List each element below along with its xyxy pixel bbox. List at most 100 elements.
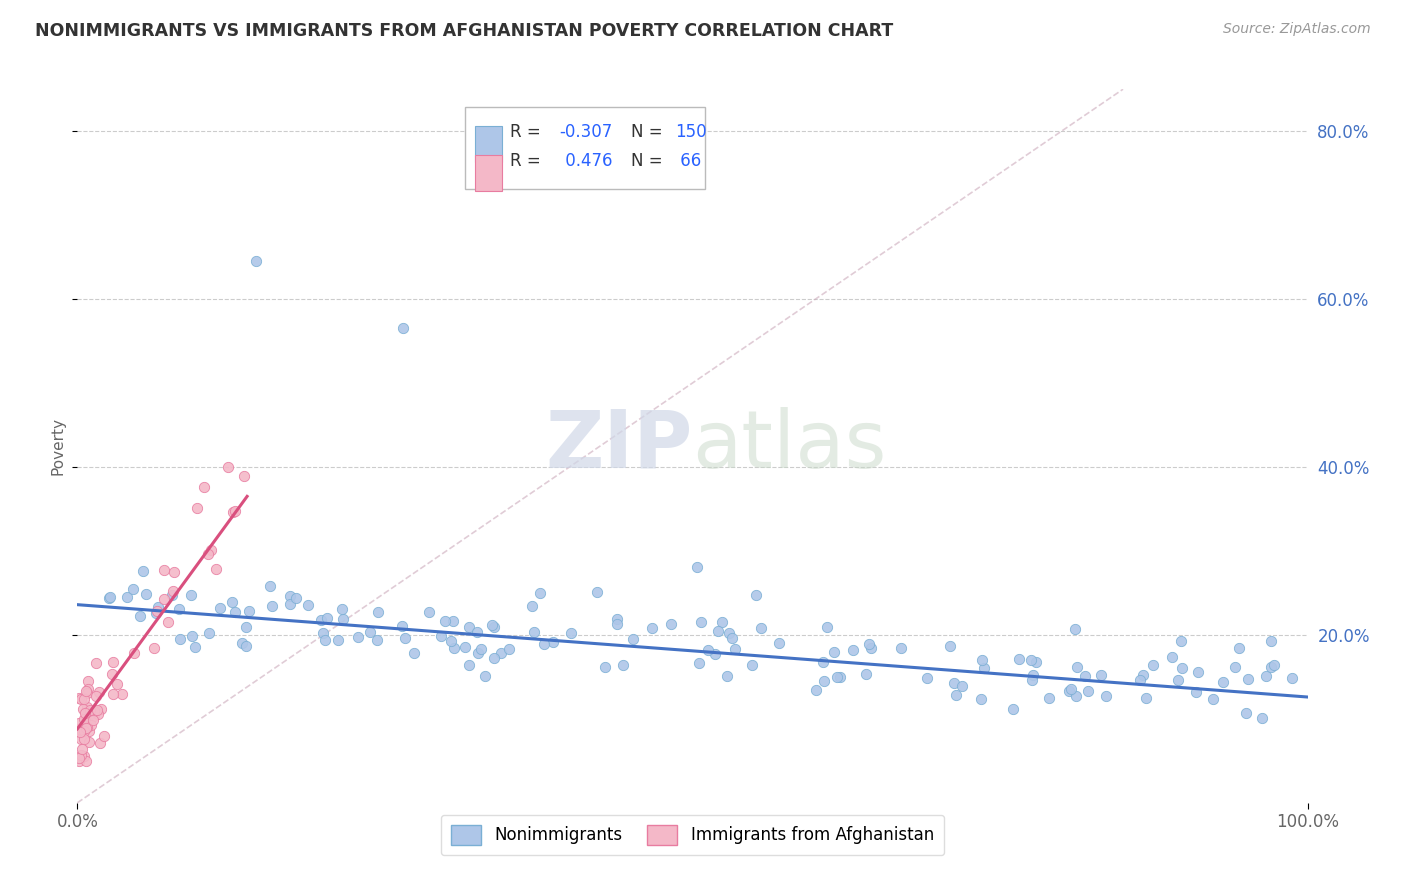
Point (70, 741, 93, 756)
Point (481, 618, 503, 632)
Point (359, 625, 381, 640)
Point (235, 620, 257, 634)
Point (101, 666, 124, 681)
Bar (475, 155, 502, 191)
Point (143, 641, 166, 656)
Point (97, 591, 120, 605)
Point (67, 754, 90, 768)
Point (367, 605, 389, 619)
Point (533, 637, 555, 651)
Point (690, 615, 713, 629)
Point (741, 658, 763, 673)
Point (394, 631, 416, 645)
Point (72, 723, 94, 738)
Point (950, 679, 973, 693)
Text: R =: R = (510, 152, 541, 169)
Point (83, 708, 105, 723)
Point (160, 588, 183, 602)
Point (84, 689, 107, 703)
Point (855, 667, 877, 681)
Point (768, 635, 790, 649)
Point (76, 700, 98, 714)
Point (69, 750, 91, 764)
Point (366, 632, 388, 647)
Text: N =: N = (631, 152, 662, 169)
Point (89, 736, 111, 750)
Point (90, 702, 112, 716)
Point (1234, 706, 1257, 720)
Point (115, 590, 138, 604)
Point (1064, 690, 1087, 704)
Point (75, 709, 97, 723)
Point (392, 321, 415, 335)
Point (87, 706, 110, 721)
Point (815, 620, 838, 634)
Point (745, 588, 768, 602)
Point (945, 688, 967, 702)
Point (1038, 690, 1060, 705)
Point (82, 714, 104, 728)
Point (75, 706, 97, 721)
Point (1074, 669, 1097, 683)
Point (79, 703, 101, 717)
Text: atlas: atlas (693, 407, 887, 485)
Point (1066, 660, 1088, 674)
Point (970, 653, 993, 667)
Legend: Nonimmigrants, Immigrants from Afghanistan: Nonimmigrants, Immigrants from Afghanist… (441, 814, 943, 855)
Point (1256, 668, 1278, 682)
Point (77, 734, 100, 748)
Point (723, 641, 745, 656)
Point (859, 640, 882, 655)
Point (606, 617, 628, 632)
Point (804, 682, 827, 697)
Point (146, 600, 169, 615)
Point (70, 748, 93, 763)
Point (224, 605, 246, 619)
Point (76, 686, 98, 700)
Point (1260, 634, 1282, 648)
Point (93, 729, 115, 743)
Point (1251, 711, 1274, 725)
Point (67, 691, 90, 706)
Text: R =: R = (510, 123, 541, 141)
Point (1212, 675, 1234, 690)
Point (205, 562, 228, 576)
Point (434, 615, 457, 629)
Point (259, 579, 281, 593)
Point (73, 723, 96, 738)
Point (67, 716, 90, 731)
Point (347, 630, 370, 644)
Point (221, 505, 243, 519)
Point (402, 647, 425, 661)
Point (110, 687, 132, 701)
Point (1202, 691, 1225, 706)
Point (132, 564, 155, 578)
Point (163, 565, 186, 579)
Text: Source: ZipAtlas.com: Source: ZipAtlas.com (1223, 22, 1371, 37)
Point (710, 615, 733, 629)
Point (101, 687, 124, 701)
Point (180, 629, 202, 643)
Point (825, 670, 848, 684)
Point (145, 604, 167, 618)
Point (391, 619, 413, 633)
Point (169, 632, 191, 646)
Point (221, 595, 243, 609)
Point (482, 620, 505, 634)
Point (76, 709, 98, 723)
Point (811, 655, 834, 669)
Point (70, 731, 93, 746)
Point (128, 609, 150, 624)
Point (162, 584, 184, 599)
Point (315, 611, 337, 625)
Point (285, 591, 308, 605)
Point (560, 626, 582, 640)
Point (1260, 659, 1282, 673)
Point (197, 626, 219, 640)
Point (529, 585, 551, 599)
Point (1227, 640, 1250, 655)
Text: -0.307: -0.307 (560, 123, 613, 141)
Point (278, 589, 301, 603)
Point (1187, 665, 1209, 679)
Point (75, 721, 97, 735)
